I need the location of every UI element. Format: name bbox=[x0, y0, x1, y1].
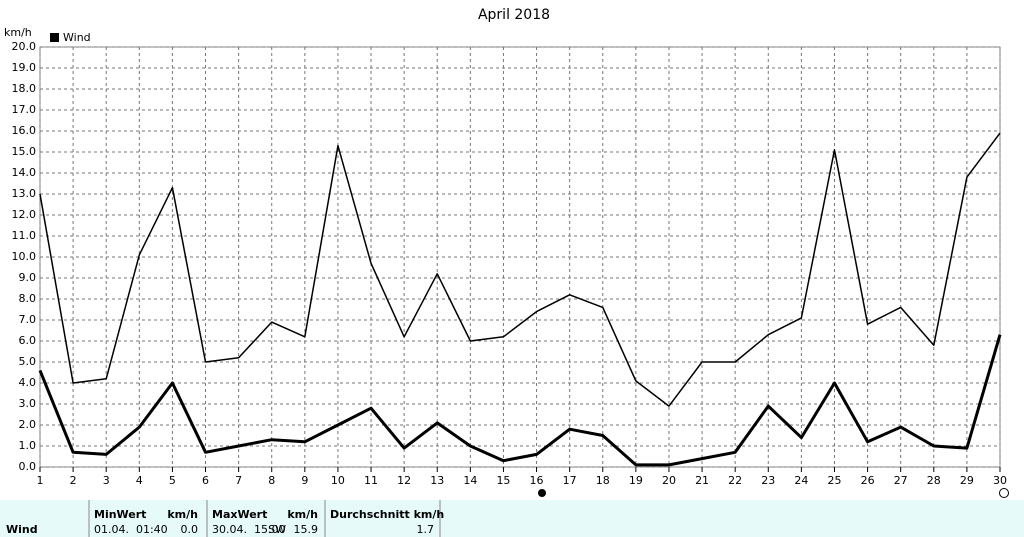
x-tick-label: 16 bbox=[530, 474, 544, 487]
min-header: MinWert bbox=[94, 508, 146, 521]
marker-open bbox=[999, 488, 1009, 498]
min-unit: km/h bbox=[167, 508, 198, 521]
y-tick-label: 7.0 bbox=[19, 313, 37, 326]
x-tick-label: 9 bbox=[301, 474, 308, 487]
x-tick-label: 17 bbox=[563, 474, 577, 487]
x-tick-label: 15 bbox=[496, 474, 510, 487]
avg-header: Durchschnitt km/h bbox=[330, 508, 444, 521]
x-tick-label: 25 bbox=[827, 474, 841, 487]
y-tick-label: 12.0 bbox=[12, 208, 37, 221]
x-tick-label: 3 bbox=[103, 474, 110, 487]
y-tick-label: 8.0 bbox=[19, 292, 37, 305]
x-tick-label: 1 bbox=[37, 474, 44, 487]
y-tick-label: 4.0 bbox=[19, 376, 37, 389]
x-tick-label: 18 bbox=[596, 474, 610, 487]
series-line bbox=[39, 132, 1001, 407]
y-tick-label: 1.0 bbox=[19, 439, 37, 452]
series-line bbox=[38, 334, 1002, 467]
y-tick-label: 15.0 bbox=[12, 145, 37, 158]
x-tick-label: 14 bbox=[463, 474, 477, 487]
y-tick-label: 17.0 bbox=[12, 103, 37, 116]
y-tick-label: 18.0 bbox=[12, 82, 37, 95]
chart-title: April 2018 bbox=[478, 7, 550, 23]
avg-value: 1.7 bbox=[417, 523, 435, 536]
x-tick-label: 27 bbox=[894, 474, 908, 487]
y-tick-label: 2.0 bbox=[19, 418, 37, 431]
max-time: 30.04. 15:00 bbox=[212, 523, 286, 536]
x-tick-label: 23 bbox=[761, 474, 775, 487]
y-unit: km/h bbox=[4, 26, 32, 39]
x-tick-label: 28 bbox=[927, 474, 941, 487]
max-dir: SW bbox=[268, 523, 286, 536]
x-tick-label: 11 bbox=[364, 474, 378, 487]
marker-filled bbox=[538, 489, 546, 497]
x-tick-label: 5 bbox=[169, 474, 176, 487]
x-tick-label: 24 bbox=[794, 474, 808, 487]
y-tick-label: 9.0 bbox=[19, 271, 37, 284]
y-tick-label: 6.0 bbox=[19, 334, 37, 347]
x-tick-label: 20 bbox=[662, 474, 676, 487]
x-tick-label: 13 bbox=[430, 474, 444, 487]
x-tick-label: 21 bbox=[695, 474, 709, 487]
x-tick-label: 10 bbox=[331, 474, 345, 487]
y-tick-label: 19.0 bbox=[12, 61, 37, 74]
max-header: MaxWert bbox=[212, 508, 267, 521]
summary-strip bbox=[0, 500, 1024, 537]
x-tick-label: 6 bbox=[202, 474, 209, 487]
max-unit: km/h bbox=[287, 508, 318, 521]
y-tick-label: 5.0 bbox=[19, 355, 37, 368]
x-tick-label: 12 bbox=[397, 474, 411, 487]
x-tick-label: 22 bbox=[728, 474, 742, 487]
legend-label: Wind bbox=[63, 31, 91, 44]
y-tick-label: 20.0 bbox=[12, 40, 37, 53]
x-tick-label: 2 bbox=[70, 474, 77, 487]
y-tick-label: 16.0 bbox=[12, 124, 37, 137]
x-tick-label: 19 bbox=[629, 474, 643, 487]
x-tick-label: 26 bbox=[861, 474, 875, 487]
max-value: 15.9 bbox=[294, 523, 319, 536]
y-tick-label: 11.0 bbox=[12, 229, 37, 242]
x-tick-label: 7 bbox=[235, 474, 242, 487]
y-tick-label: 14.0 bbox=[12, 166, 37, 179]
min-time: 01.04. 01:40 bbox=[94, 523, 168, 536]
row-label: Wind bbox=[6, 523, 38, 536]
y-tick-label: 13.0 bbox=[12, 187, 37, 200]
min-value: 0.0 bbox=[181, 523, 199, 536]
x-tick-label: 30 bbox=[993, 474, 1007, 487]
y-tick-label: 10.0 bbox=[12, 250, 37, 263]
legend-swatch bbox=[50, 33, 59, 42]
y-tick-label: 0.0 bbox=[19, 460, 37, 473]
y-tick-label: 3.0 bbox=[19, 397, 37, 410]
x-tick-label: 8 bbox=[268, 474, 275, 487]
x-tick-label: 4 bbox=[136, 474, 143, 487]
x-tick-label: 29 bbox=[960, 474, 974, 487]
